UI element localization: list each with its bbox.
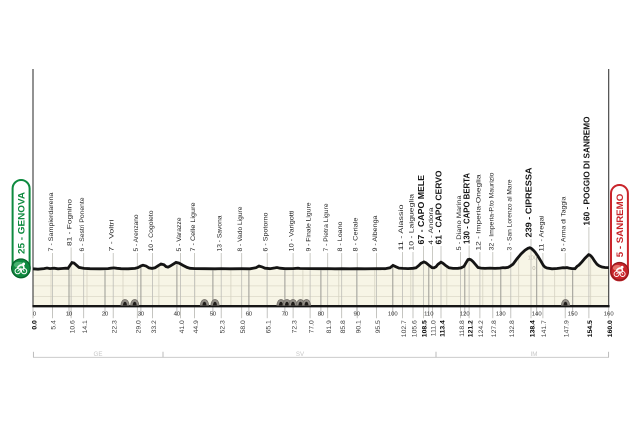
svg-text:120: 120 [460,311,471,317]
svg-text:239 - CIPRESSA: 239 - CIPRESSA [525,167,534,237]
svg-text:22.3: 22.3 [112,320,119,333]
svg-text:127.8: 127.8 [491,320,498,337]
svg-text:4 - Andora: 4 - Andora [428,207,435,244]
svg-text:29.0: 29.0 [136,320,143,333]
svg-text:5 - Varazze: 5 - Varazze [176,217,183,251]
svg-text:41.0: 41.0 [179,320,186,333]
svg-text:8 - Vado Ligure: 8 - Vado Ligure [237,206,244,251]
svg-text:20: 20 [102,311,109,317]
svg-text:10: 10 [66,311,73,317]
svg-text:130: 130 [496,311,507,317]
svg-text:7 - Pietra Ligure: 7 - Pietra Ligure [323,203,330,251]
svg-text:25 - GENOVA: 25 - GENOVA [16,192,27,254]
svg-text:67 - CAPO MELE: 67 - CAPO MELE [417,174,426,244]
svg-text:95.5: 95.5 [375,320,382,333]
svg-text:8 - Ceriale: 8 - Ceriale [353,217,360,251]
svg-text:10 - Laigueglia: 10 - Laigueglia [409,194,416,251]
svg-text:113.4: 113.4 [439,320,446,337]
svg-text:80: 80 [318,311,325,317]
svg-text:121.2: 121.2 [467,320,474,337]
svg-text:160 - POGGIO DI SANREMO: 160 - POGGIO DI SANREMO [582,117,591,226]
svg-text:5 - Arenzano: 5 - Arenzano [133,214,140,251]
svg-text:70: 70 [282,311,289,317]
svg-text:30: 30 [138,311,145,317]
svg-text:132.8: 132.8 [509,320,516,337]
svg-text:110: 110 [424,311,434,317]
svg-text:90: 90 [354,311,361,317]
svg-text:14.1: 14.1 [82,320,89,333]
svg-text:12 - Imperia-Oneglia: 12 - Imperia-Oneglia [475,174,482,250]
svg-text:100: 100 [388,311,399,317]
svg-text:IM: IM [531,351,538,358]
svg-text:9 - Finale Ligure: 9 - Finale Ligure [306,202,313,251]
svg-text:50: 50 [210,311,217,317]
svg-text:5 - SANREMO: 5 - SANREMO [615,193,626,257]
svg-text:85.8: 85.8 [340,320,347,333]
svg-text:100: 100 [528,256,537,262]
svg-text:7 - Voltri: 7 - Voltri [109,219,116,252]
svg-text:130 - CAPO BERTA: 130 - CAPO BERTA [463,173,472,244]
svg-text:81.9: 81.9 [326,320,333,333]
svg-text:77.0: 77.0 [308,320,315,333]
svg-text:GE: GE [94,351,103,358]
svg-text:105.6: 105.6 [411,320,418,337]
svg-text:150: 150 [568,311,579,317]
svg-text:9 - Albenga: 9 - Albenga [372,215,379,251]
svg-text:5.4: 5.4 [51,320,58,330]
svg-text:140: 140 [532,311,543,317]
svg-text:52.3: 52.3 [220,320,227,333]
svg-text:141.7: 141.7 [541,320,548,337]
svg-text:10.6: 10.6 [69,320,76,333]
svg-text:61 - CAPO CERVO: 61 - CAPO CERVO [435,171,444,245]
svg-text:SV: SV [296,351,305,358]
svg-text:0: 0 [33,311,37,317]
svg-text:3 - San Lorenzo al Mare: 3 - San Lorenzo al Mare [506,179,513,250]
svg-text:13 - Savona: 13 - Savona [217,215,224,251]
svg-text:147.9: 147.9 [564,320,571,337]
svg-text:40: 40 [174,311,181,317]
svg-text:0: 0 [532,266,535,272]
svg-text:0.0: 0.0 [31,320,38,330]
svg-text:72.3: 72.3 [291,320,298,333]
svg-text:11 - Aregai: 11 - Aregai [538,215,545,252]
svg-text:10 - Varigotti: 10 - Varigotti [289,210,296,252]
svg-text:44.9: 44.9 [193,320,200,333]
svg-text:5 - Diano Marina: 5 - Diano Marina [456,195,463,250]
svg-text:154.5: 154.5 [587,320,594,337]
svg-text:6 - Sestri Ponente: 6 - Sestri Ponente [79,197,86,251]
svg-text:102.7: 102.7 [401,320,408,337]
svg-text:8 - Loano: 8 - Loano [337,221,344,251]
svg-text:5 - Arma di Taggia: 5 - Arma di Taggia [561,196,568,251]
svg-text:138.4: 138.4 [529,320,536,337]
svg-text:118.8: 118.8 [459,320,466,337]
svg-text:7 - Celle Ligure: 7 - Celle Ligure [190,202,197,251]
svg-text:33.2: 33.2 [151,320,158,333]
svg-text:6 - Spotorno: 6 - Spotorno [263,212,270,251]
svg-text:7 - Sampierdarena: 7 - Sampierdarena [48,192,55,251]
svg-text:160: 160 [604,311,615,317]
svg-text:58.0: 58.0 [240,320,247,333]
svg-text:108.5: 108.5 [422,320,429,337]
svg-text:10 - Cogoleto: 10 - Cogoleto [148,210,155,251]
svg-text:81 - Fognino: 81 - Fognino [67,199,74,246]
svg-text:60: 60 [246,311,253,317]
svg-text:90.1: 90.1 [356,320,363,333]
svg-text:11 - Alassio: 11 - Alassio [398,204,405,250]
svg-text:111.0: 111.0 [431,320,438,336]
svg-text:160.0: 160.0 [607,320,614,337]
svg-text:32 - Imperia-P.to Maurizio: 32 - Imperia-P.to Maurizio [488,172,495,250]
svg-text:65.1: 65.1 [266,320,273,333]
svg-text:124.2: 124.2 [478,320,485,337]
